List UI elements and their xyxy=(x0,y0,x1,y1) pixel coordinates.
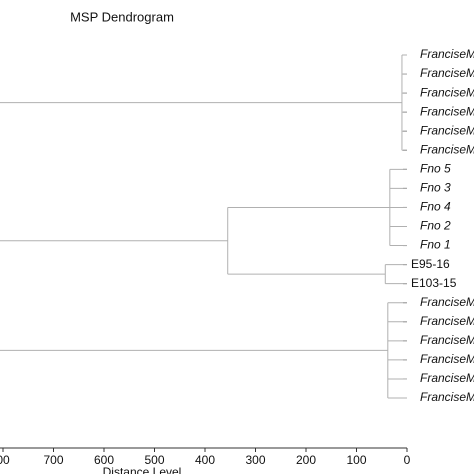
leaf-label: FranciseM xyxy=(420,295,474,309)
leaf-label: FranciseM xyxy=(420,333,474,347)
leaf-label: FranciseM xyxy=(420,142,474,156)
leaf-label: FranciseM xyxy=(420,85,474,99)
x-tick-label: 100 xyxy=(346,453,366,467)
x-tick-label: 300 xyxy=(245,453,265,467)
leaf-label: FranciseM xyxy=(420,66,474,80)
leaf-label: FranciseM xyxy=(420,123,474,137)
leaf-label: E95-16 xyxy=(411,257,450,271)
x-tick-label: 700 xyxy=(43,453,63,467)
leaf-label: FranciseM xyxy=(420,371,474,385)
leaf-label: Fno 2 xyxy=(420,219,451,233)
chart-title: MSP Dendrogram xyxy=(70,9,174,24)
leaf-label: FranciseM xyxy=(420,390,474,404)
leaf-label: FranciseM xyxy=(420,47,474,61)
leaf-label: E103-15 xyxy=(411,276,457,290)
x-tick-label: 500 xyxy=(144,453,164,467)
leaf-label: FranciseM xyxy=(420,314,474,328)
leaf-label: FranciseM xyxy=(420,352,474,366)
leaf-label: FranciseM xyxy=(420,104,474,118)
x-tick-label: 400 xyxy=(195,453,215,467)
leaf-label: Fno 4 xyxy=(420,200,451,214)
leaf-label: Fno 5 xyxy=(420,162,451,176)
x-axis-label: Distance Level xyxy=(103,465,182,474)
x-tick-label: 600 xyxy=(94,453,114,467)
x-tick-label: 00 xyxy=(0,453,10,467)
leaf-label: Fno 1 xyxy=(420,238,451,252)
x-tick-label: 200 xyxy=(296,453,316,467)
leaf-label: Fno 3 xyxy=(420,181,451,195)
x-tick-label: 0 xyxy=(404,453,411,467)
